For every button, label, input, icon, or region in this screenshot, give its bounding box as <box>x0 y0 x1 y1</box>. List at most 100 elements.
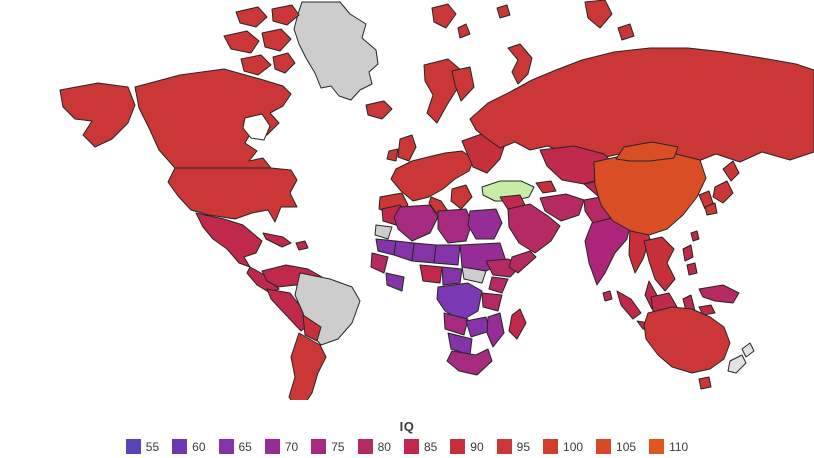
legend-item-70: 70 <box>264 439 299 454</box>
region-arabian-peninsula <box>507 203 561 254</box>
country-arctic-islands <box>223 4 300 76</box>
legend-swatch <box>218 439 234 454</box>
legend-label: 65 <box>238 439 252 454</box>
legend-item-90: 90 <box>450 439 484 454</box>
legend-swatch <box>543 439 559 454</box>
country-iran <box>539 193 585 222</box>
country-korea <box>698 190 714 210</box>
country-mozambique <box>486 312 505 348</box>
legend-swatch <box>450 439 466 454</box>
world-map <box>59 0 814 400</box>
country-south-africa <box>446 348 493 376</box>
country-drc <box>436 282 483 322</box>
country-chad <box>433 244 461 266</box>
country-caribbean <box>262 232 309 251</box>
country-canada <box>134 68 292 169</box>
country-south-sudan <box>461 266 487 284</box>
legend-label: 60 <box>192 439 206 454</box>
country-tanzania <box>481 292 503 312</box>
island-novaya-zemlya <box>507 43 533 85</box>
region-ghana-ivory-coast <box>385 272 405 292</box>
legend-swatch <box>496 439 512 454</box>
legend-label: 75 <box>331 439 345 454</box>
country-taiwan <box>690 230 700 242</box>
island-franz-josef <box>584 0 635 41</box>
hudson-bay <box>242 113 271 141</box>
legend-swatch <box>596 439 612 454</box>
region-zambia-zimbabwe <box>465 316 491 338</box>
island-new-guinea <box>698 284 740 304</box>
legend-label: 100 <box>563 439 584 454</box>
legend-item-55: 55 <box>125 439 160 454</box>
country-ireland <box>386 148 399 162</box>
country-angola <box>443 312 469 336</box>
country-algeria <box>393 204 439 242</box>
legend-items: 55 60 65 70 75 80 85 90 95 100 105 110 <box>125 439 688 454</box>
legend-item-65: 65 <box>218 439 252 454</box>
country-australia <box>643 306 731 374</box>
region-senegal-guinea <box>370 252 389 274</box>
country-russia <box>469 47 814 163</box>
legend-title: IQ <box>399 419 415 434</box>
country-bolivia-paraguay <box>302 314 322 342</box>
country-western-sahara <box>374 224 393 240</box>
region-caucasus <box>535 180 557 194</box>
legend-label: 85 <box>423 439 438 454</box>
country-alaska <box>59 82 136 148</box>
legend: IQ 55 60 65 70 75 80 85 90 95 100 105 110 <box>0 419 814 454</box>
country-philippines <box>682 244 698 276</box>
legend-item-95: 95 <box>496 439 531 454</box>
island-sumatra <box>616 290 642 320</box>
legend-label: 110 <box>669 439 689 454</box>
legend-item-110: 110 <box>649 439 688 454</box>
legend-swatch <box>403 439 419 454</box>
country-scandinavia <box>423 58 463 124</box>
legend-item-105: 105 <box>596 439 636 454</box>
legend-item-100: 100 <box>543 439 583 454</box>
legend-swatch <box>264 439 280 454</box>
region-cameroon-car <box>441 266 463 286</box>
country-greenland <box>293 1 379 101</box>
country-uk <box>397 134 417 162</box>
island-tasmania <box>698 376 712 390</box>
region-se-asia <box>643 236 676 292</box>
country-iceland <box>365 100 393 120</box>
legend-label: 95 <box>516 439 531 454</box>
country-egypt <box>467 208 503 240</box>
country-madagascar <box>508 308 527 340</box>
country-nigeria <box>419 264 443 284</box>
country-mongolia <box>615 141 679 162</box>
country-mauritania <box>375 238 397 256</box>
island-lesser-sunda <box>698 304 716 316</box>
country-new-zealand <box>727 342 755 374</box>
country-argentina-chile <box>288 332 327 400</box>
legend-label: 90 <box>470 439 484 454</box>
legend-swatch <box>172 439 188 454</box>
legend-swatch <box>125 439 141 454</box>
legend-label: 70 <box>284 439 299 454</box>
country-mali <box>393 240 415 262</box>
country-japan <box>704 160 740 216</box>
country-libya <box>437 208 473 244</box>
legend-item-80: 80 <box>357 439 391 454</box>
country-mexico <box>195 212 263 268</box>
legend-label: 105 <box>616 439 637 454</box>
region-western-europe <box>390 150 475 202</box>
legend-item-60: 60 <box>172 439 206 454</box>
country-niger <box>411 242 437 264</box>
country-finland <box>451 66 475 102</box>
country-sri-lanka <box>602 290 613 302</box>
legend-swatch <box>649 439 665 454</box>
country-svalbard <box>431 3 511 39</box>
country-kenya <box>488 276 509 294</box>
legend-swatch <box>357 439 373 454</box>
legend-label: 80 <box>377 439 391 454</box>
legend-item-75: 75 <box>311 439 345 454</box>
legend-swatch <box>311 439 327 454</box>
country-somalia <box>508 250 537 274</box>
legend-label: 55 <box>145 439 160 454</box>
country-usa <box>167 167 298 223</box>
region-balkans <box>450 184 473 210</box>
legend-item-85: 85 <box>403 439 438 454</box>
